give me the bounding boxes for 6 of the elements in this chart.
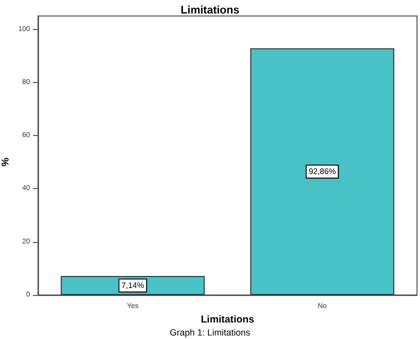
chart-title: Limitations: [180, 4, 240, 16]
data-label: 92,86%: [308, 167, 336, 176]
data-label: 7,14%: [121, 281, 144, 290]
caption: Graph 1: Limitations: [170, 328, 251, 338]
x-axis-title: Limitations: [200, 314, 255, 326]
y-axis-title: %: [0, 157, 12, 166]
